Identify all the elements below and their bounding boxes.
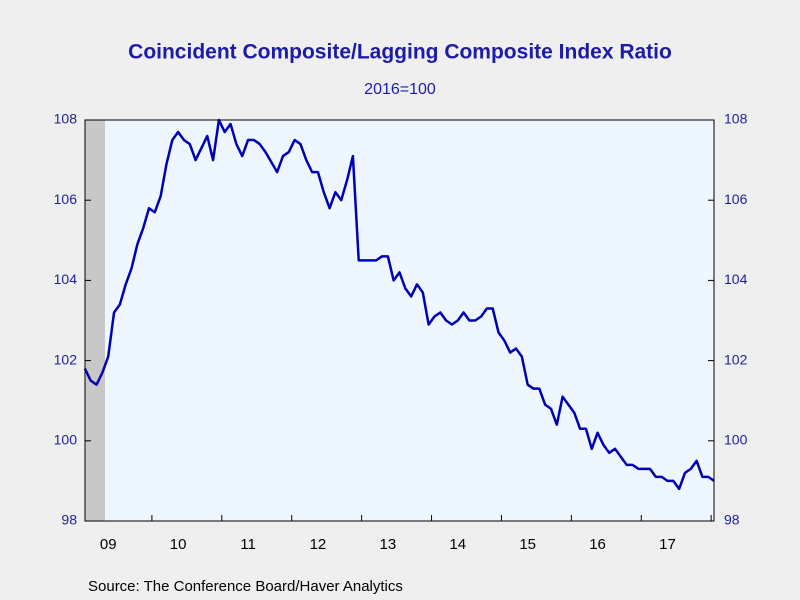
x-tick-label: 17 [659, 536, 676, 553]
source-note: Source: The Conference Board/Haver Analy… [88, 578, 403, 595]
y-tick-label: 98 [61, 512, 77, 528]
x-tick-label: 14 [449, 536, 466, 553]
y2-tick-label: 106 [724, 191, 748, 207]
y2-tick-label: 98 [724, 512, 740, 528]
data-line [83, 118, 715, 491]
x-tick-label: 09 [100, 536, 117, 553]
plot-frame [84, 119, 715, 522]
x-tick-label: 13 [380, 536, 397, 553]
x-tick-label: 11 [240, 536, 256, 553]
recession-shade [85, 120, 105, 521]
x-tick-label: 15 [519, 536, 536, 553]
y2-tick-label: 104 [724, 271, 748, 287]
y-tick-label: 104 [54, 271, 78, 287]
y-tick-label: 108 [54, 111, 78, 127]
x-tick-label: 10 [170, 536, 187, 553]
y-tick-label: 106 [54, 191, 78, 207]
x-tick-label: 16 [589, 536, 606, 553]
y2-tick-label: 100 [724, 432, 748, 448]
y-tick-label: 100 [54, 432, 78, 448]
y-tick-label: 102 [54, 351, 78, 367]
x-tick-label: 12 [310, 536, 327, 553]
y2-tick-label: 108 [724, 111, 748, 127]
chart-subtitle: 2016=100 [364, 81, 436, 98]
y2-tick-label: 102 [724, 351, 748, 367]
plot-area [85, 120, 714, 521]
chart-title: Coincident Composite/Lagging Composite I… [128, 41, 672, 64]
